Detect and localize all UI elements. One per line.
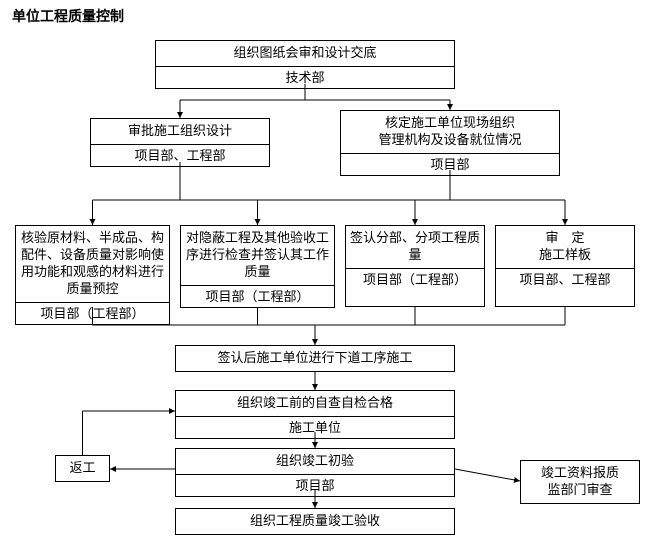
flow-node-n11: 组织工程质量竣工验收 — [175, 508, 455, 535]
flow-node-main: 竣工资料报质 监部门审查 — [521, 461, 639, 503]
flow-node-main: 组织图纸会审和设计交底 — [156, 41, 454, 66]
flow-node-n5: 对隐蔽工程及其他验收工序进行检查并签认其工作质量项目部（工程部） — [180, 225, 335, 308]
flow-node-main: 核定施工单位现场组织 管理机构及设备就位情况 — [341, 111, 559, 153]
flow-node-n12: 返工 — [55, 455, 110, 482]
flow-node-main: 核验原材料、半成品、构配件、设备质量对影响使用功能和观感的材料进行质量预控 — [16, 226, 169, 302]
flow-node-main: 审 定 施工样板 — [496, 226, 634, 268]
flow-node-main: 签认后施工单位进行下道工序施工 — [176, 346, 454, 371]
flow-node-n13: 竣工资料报质 监部门审查 — [520, 460, 640, 504]
flow-node-main: 对隐蔽工程及其他验收工序进行检查并签认其工作质量 — [181, 226, 334, 285]
flow-node-n7: 审 定 施工样板项目部、工程部 — [495, 225, 635, 307]
flow-node-sub: 施工单位 — [176, 416, 454, 439]
flow-node-sub: 项目部（工程部） — [16, 302, 169, 325]
flow-node-sub: 项目部、工程部 — [91, 144, 269, 167]
page-title: 单位工程质量控制 — [12, 6, 124, 26]
flow-node-main: 签认分部、分项工程质量 — [346, 226, 484, 268]
flow-node-n6: 签认分部、分项工程质量项目部（工程部） — [345, 225, 485, 307]
flow-node-main: 返工 — [56, 456, 109, 481]
flow-node-main: 组织竣工初验 — [176, 449, 454, 474]
flow-node-n8: 签认后施工单位进行下道工序施工 — [175, 345, 455, 372]
flow-node-sub: 项目部、工程部 — [496, 268, 634, 291]
flow-node-main: 组织竣工前的自查自检合格 — [176, 391, 454, 416]
flow-node-n1: 组织图纸会审和设计交底技术部 — [155, 40, 455, 89]
flow-node-n4: 核验原材料、半成品、构配件、设备质量对影响使用功能和观感的材料进行质量预控项目部… — [15, 225, 170, 325]
flow-node-sub: 项目部 — [176, 474, 454, 497]
flow-node-sub: 项目部（工程部） — [181, 285, 334, 308]
flow-node-main: 审批施工组织设计 — [91, 119, 269, 144]
flow-node-sub: 项目部（工程部） — [346, 268, 484, 291]
flow-node-n2: 审批施工组织设计项目部、工程部 — [90, 118, 270, 167]
flow-node-n3: 核定施工单位现场组织 管理机构及设备就位情况项目部 — [340, 110, 560, 176]
flow-node-sub: 技术部 — [156, 66, 454, 89]
flow-node-n9: 组织竣工前的自查自检合格施工单位 — [175, 390, 455, 439]
flow-node-sub: 项目部 — [341, 153, 559, 176]
flow-node-n10: 组织竣工初验项目部 — [175, 448, 455, 497]
flow-node-main: 组织工程质量竣工验收 — [176, 509, 454, 534]
